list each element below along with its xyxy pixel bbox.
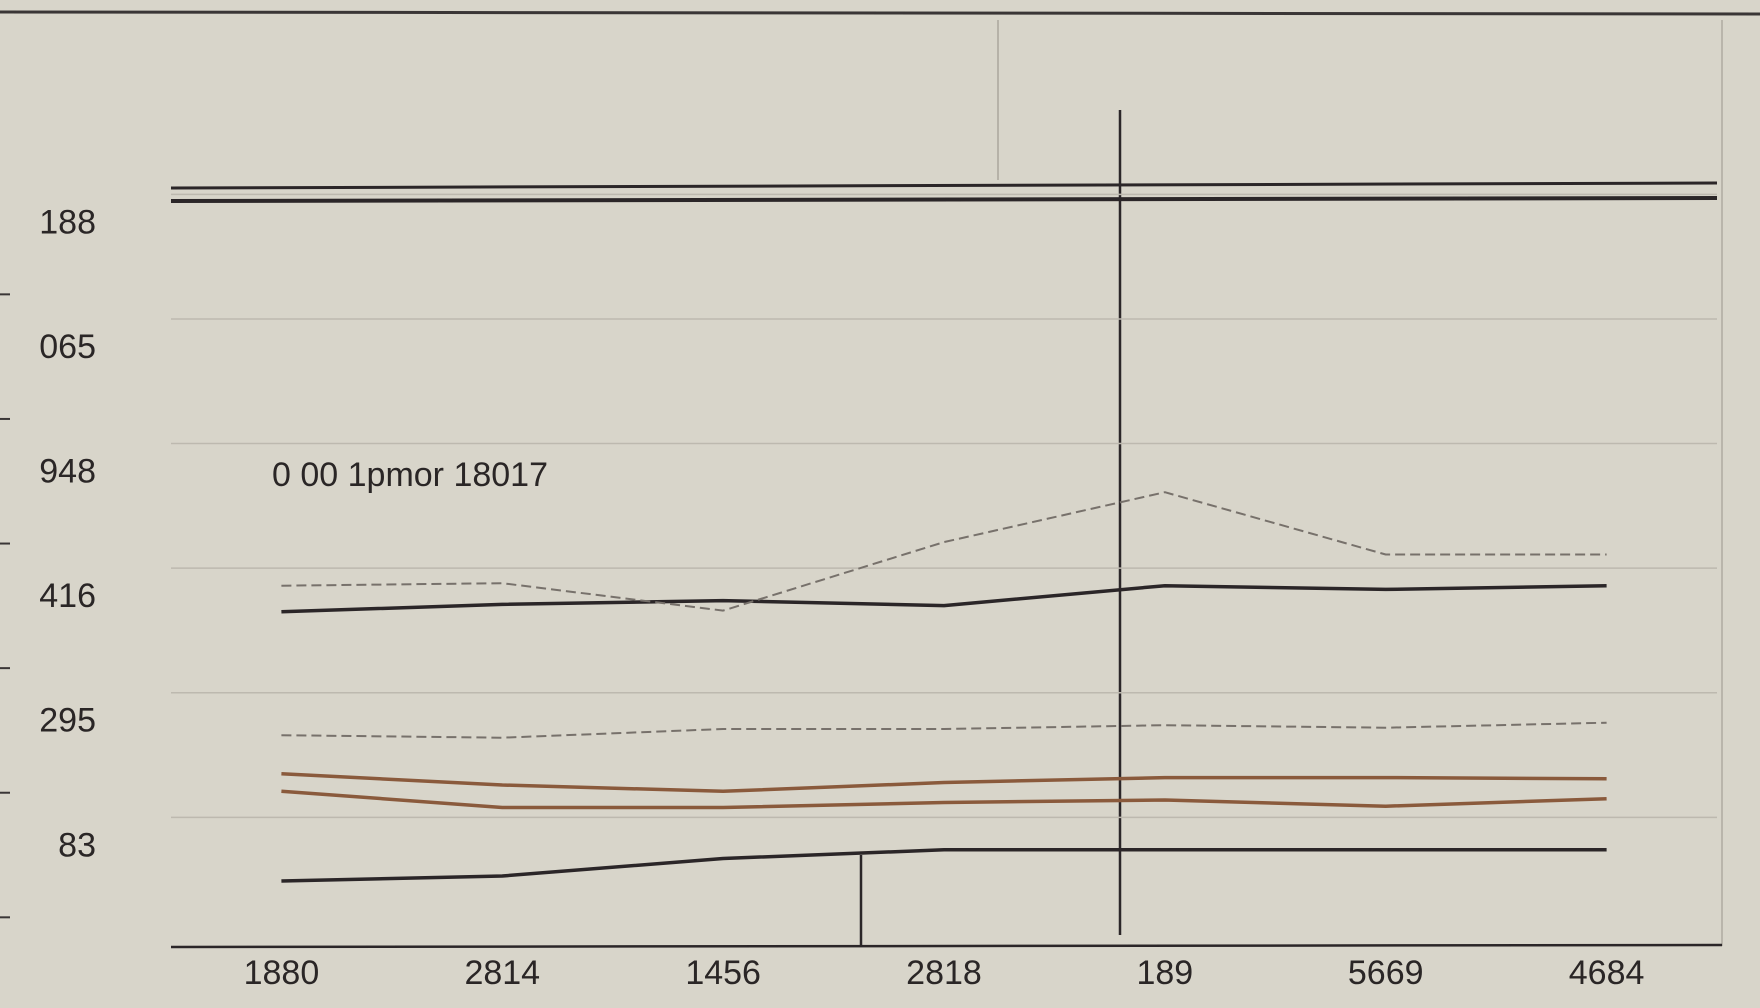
annotation: 0 00 1pmor 18017 [272, 456, 548, 494]
y-tick-label: 065 [39, 328, 96, 366]
x-axis [170, 943, 1723, 949]
x-tick-label: 2814 [464, 954, 540, 992]
header-rule [170, 181, 1718, 190]
series-line [281, 491, 1607, 612]
series-line [281, 772, 1607, 794]
series-line [281, 848, 1607, 883]
x-tick-label: 5669 [1348, 954, 1424, 992]
header-rule [170, 196, 1718, 203]
x-tick-label: 1880 [244, 954, 320, 992]
x-tick-label: 4684 [1569, 954, 1645, 992]
x-tick-label: 1456 [685, 954, 761, 992]
series-line [281, 789, 1607, 810]
y-tick-label: 83 [58, 826, 96, 864]
y-tick-label: 188 [39, 203, 96, 241]
x-tick-label: 189 [1136, 954, 1193, 992]
series-line [281, 583, 1607, 614]
x-tick-label: 2818 [906, 954, 982, 992]
frame-top [0, 10, 1760, 16]
series-line [281, 721, 1607, 739]
y-tick-label: 295 [39, 702, 96, 740]
y-tick-label: 416 [39, 577, 96, 615]
y-tick-label: 948 [39, 453, 96, 491]
